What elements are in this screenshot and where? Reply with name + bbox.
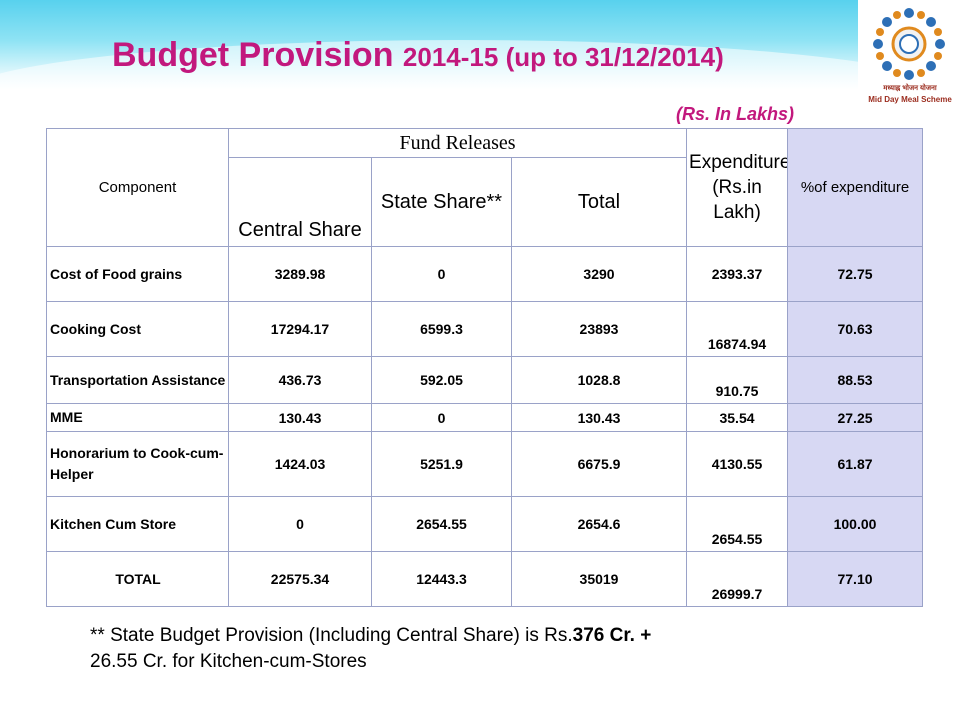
title-period: 2014-15 (up to 31/12/2014) [402,42,724,72]
footnote: ** State Budget Provision (Including Cen… [90,623,850,675]
cell-component: MME [46,403,229,432]
cell-component: Honorarium to Cook-cum-Helper [46,431,229,497]
cell-expenditure: 4130.55 [686,431,789,497]
mid-day-meal-logo: मध्याह्न भोजन योजना Mid Day Meal Scheme [858,0,960,112]
units-label: (Rs. In Lakhs) [676,104,795,124]
cell-central-share: 436.73 [228,356,372,404]
cell-total: 6675.9 [510,431,688,497]
cell-component: Kitchen Cum Store [46,496,229,552]
table-row-total: TOTAL 22575.34 12443.3 35019 26999.7 77.… [46,551,924,607]
table-row: Cost of Food grains 3289.98 0 3290 2393.… [46,246,924,302]
footnote-amount: 376 Cr. + [572,625,652,646]
cell-percent: 88.53 [787,356,924,404]
header-row-2: Central Share State Share** Total [47,157,923,247]
cell-total: 23893 [510,301,688,357]
cell-total: 3290 [510,246,688,302]
cell-total: 35019 [510,551,688,607]
cell-state-share: 592.05 [371,356,512,404]
cell-component: TOTAL [46,551,229,607]
people-circle-logo-icon [873,8,945,80]
header-row-1: Component Fund Releases Expenditure (Rs.… [46,128,924,247]
cell-central-share: 3289.98 [228,246,372,302]
cell-component: Cost of Food grains [46,246,229,302]
header-central-share: Central Share [228,157,372,247]
cell-state-share: 5251.9 [371,431,512,497]
cell-percent: 61.87 [787,431,924,497]
footnote-text-1: ** State Budget Provision (Including Cen… [90,625,573,646]
cell-state-share: 0 [371,403,512,432]
cell-expenditure: 16874.94 [686,301,789,357]
title-main: Budget Provision [112,36,403,74]
table-row: MME 130.43 0 130.43 35.54 27.25 [46,403,924,432]
table-row: Kitchen Cum Store 0 2654.55 2654.6 2654.… [46,496,924,552]
logo-text-hindi: मध्याह्न भोजन योजना [883,85,937,92]
cell-state-share: 0 [371,246,512,302]
cell-percent: 70.63 [787,301,924,357]
header-expenditure: Expenditure (Rs.in Lakh) [686,128,789,247]
header-state-share: State Share** [371,157,512,247]
cell-percent: 100.00 [787,496,924,552]
cell-central-share: 0 [228,496,372,552]
cell-total: 2654.6 [510,496,688,552]
logo-text-english: Mid Day Meal Scheme [868,95,952,104]
header-component: Component [46,128,229,247]
table-row: Honorarium to Cook-cum-Helper 1424.03 52… [46,431,924,497]
table-row: Transportation Assistance 436.73 592.05 … [46,356,924,404]
page-title: Budget Provision 2014-15 (up to 31/12/20… [112,36,724,75]
cell-expenditure: 26999.7 [686,551,789,607]
cell-component: Transportation Assistance [46,356,229,404]
footnote-text-2: 26.55 Cr. for Kitchen-cum-Stores [90,651,367,672]
cell-component: Cooking Cost [46,301,229,357]
cell-percent: 72.75 [787,246,924,302]
cell-expenditure: 910.75 [686,356,789,404]
cell-total: 130.43 [510,403,688,432]
table-row: Cooking Cost 17294.17 6599.3 23893 16874… [46,301,924,357]
cell-expenditure: 35.54 [686,403,789,432]
cell-expenditure: 2393.37 [686,246,789,302]
cell-state-share: 6599.3 [371,301,512,357]
budget-table: Component Fund Releases Expenditure (Rs.… [46,128,924,607]
cell-central-share: 17294.17 [228,301,372,357]
header-fund-releases: Fund Releases [227,128,688,158]
cell-total: 1028.8 [510,356,688,404]
cell-state-share: 2654.55 [371,496,512,552]
cell-percent: 27.25 [787,403,924,432]
header-percent-expenditure: %of expenditure [787,128,924,247]
cell-expenditure: 2654.55 [686,496,789,552]
cell-central-share: 1424.03 [228,431,372,497]
header-total: Total [510,157,688,247]
cell-central-share: 22575.34 [228,551,372,607]
cell-state-share: 12443.3 [371,551,512,607]
cell-central-share: 130.43 [228,403,372,432]
cell-percent: 77.10 [787,551,924,607]
